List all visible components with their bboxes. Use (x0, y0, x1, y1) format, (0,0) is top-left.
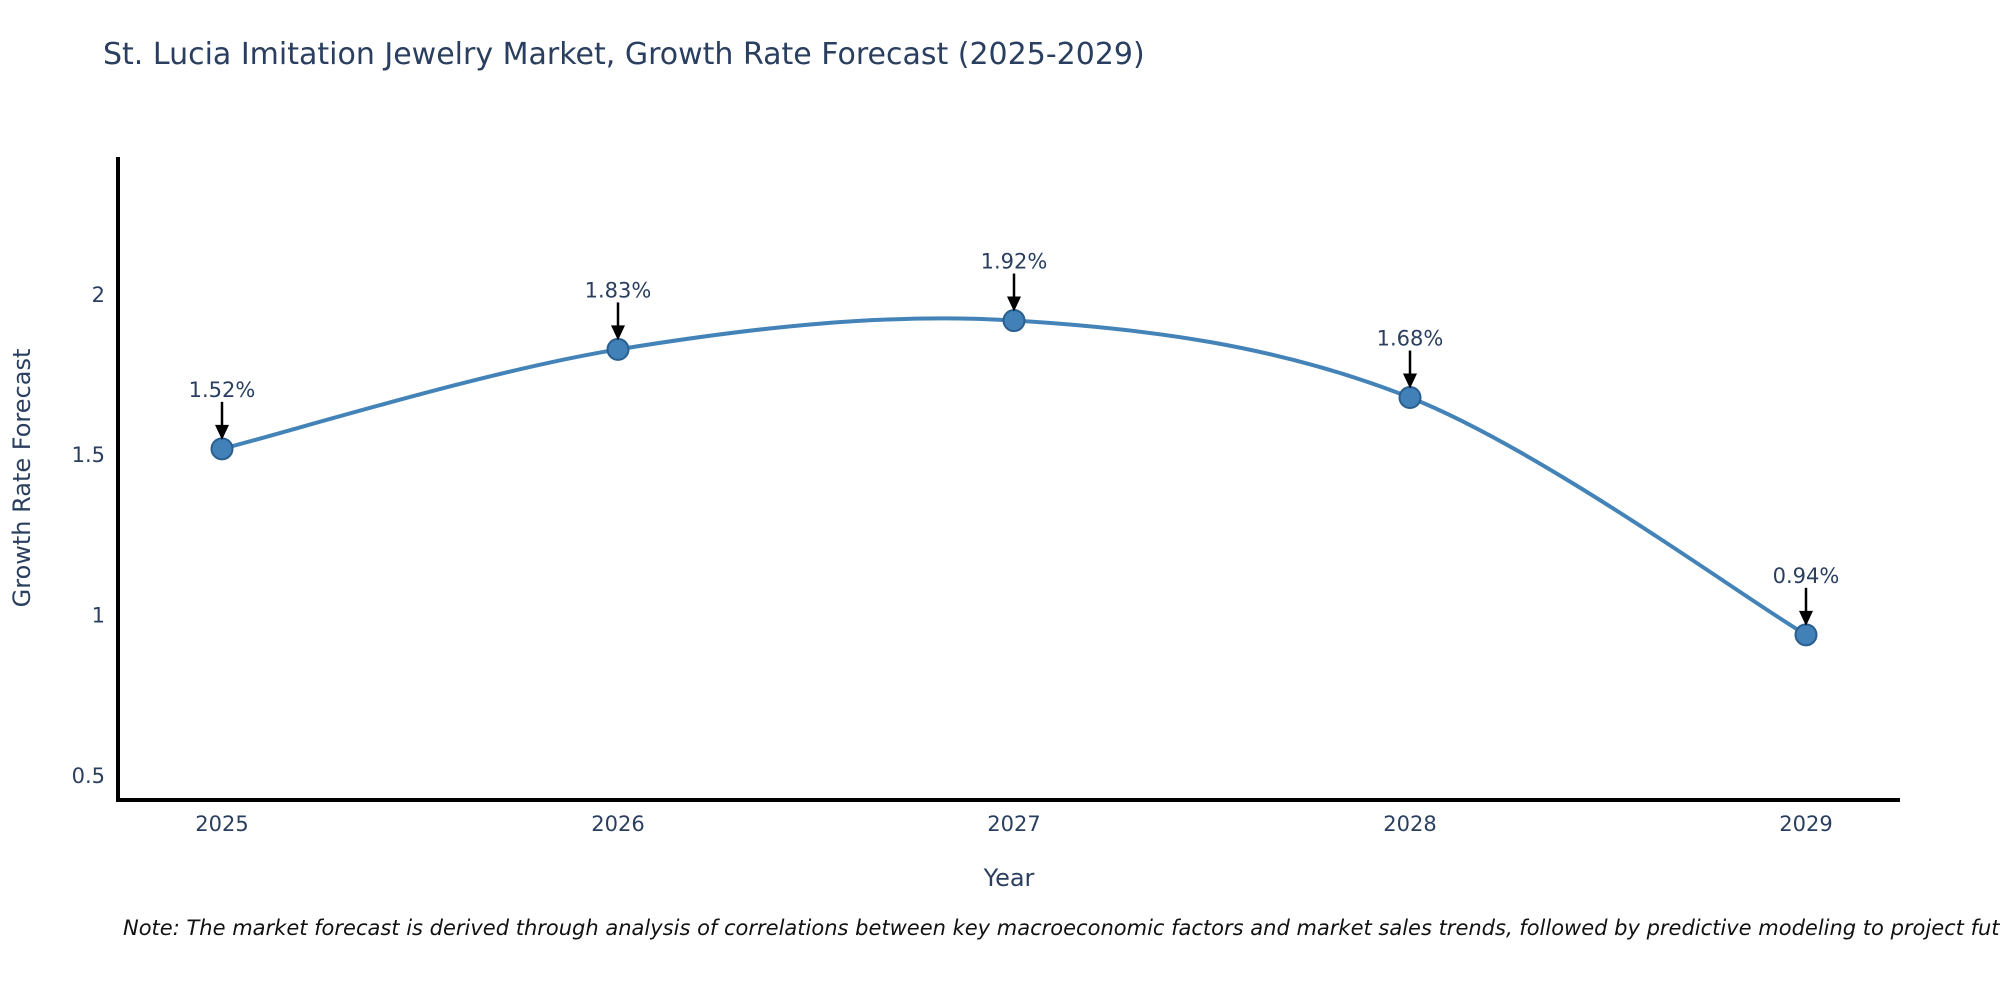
x-tick-label: 2025 (195, 812, 248, 836)
annotation-arrowhead-icon (1007, 296, 1021, 312)
point-label: 1.83% (585, 278, 652, 302)
point-label: 1.92% (981, 250, 1048, 274)
x-tick-label: 2027 (987, 812, 1040, 836)
point-label: 0.94% (1773, 564, 1840, 588)
x-tick-label: 2026 (591, 812, 644, 836)
annotation-arrowhead-icon (611, 325, 625, 341)
footnote: Note: The market forecast is derived thr… (123, 916, 2000, 940)
y-tick-label: 1 (92, 604, 105, 628)
data-point-marker[interactable] (1398, 386, 1422, 410)
y-tick-label: 2 (92, 283, 105, 307)
data-point-marker[interactable] (606, 337, 630, 361)
y-axis-title: Growth Rate Forecast (8, 349, 36, 608)
point-label: 1.68% (1377, 327, 1444, 351)
y-tick-label: 0.5 (72, 764, 105, 788)
chart-title: St. Lucia Imitation Jewelry Market, Grow… (103, 37, 1145, 72)
y-tick-label: 1.5 (72, 443, 105, 467)
annotation-arrowhead-icon (1799, 610, 1813, 626)
data-point-marker[interactable] (1002, 309, 1026, 333)
x-axis-title: Year (983, 864, 1035, 892)
trend-line (220, 316, 1808, 637)
annotation-arrowhead-icon (215, 424, 229, 440)
annotation-arrowhead-icon (1403, 373, 1417, 389)
data-point-marker[interactable] (210, 437, 234, 461)
x-tick-label: 2028 (1383, 812, 1436, 836)
data-point-marker[interactable] (1794, 623, 1818, 647)
point-label: 1.52% (189, 378, 256, 402)
x-tick-label: 2029 (1779, 812, 1832, 836)
